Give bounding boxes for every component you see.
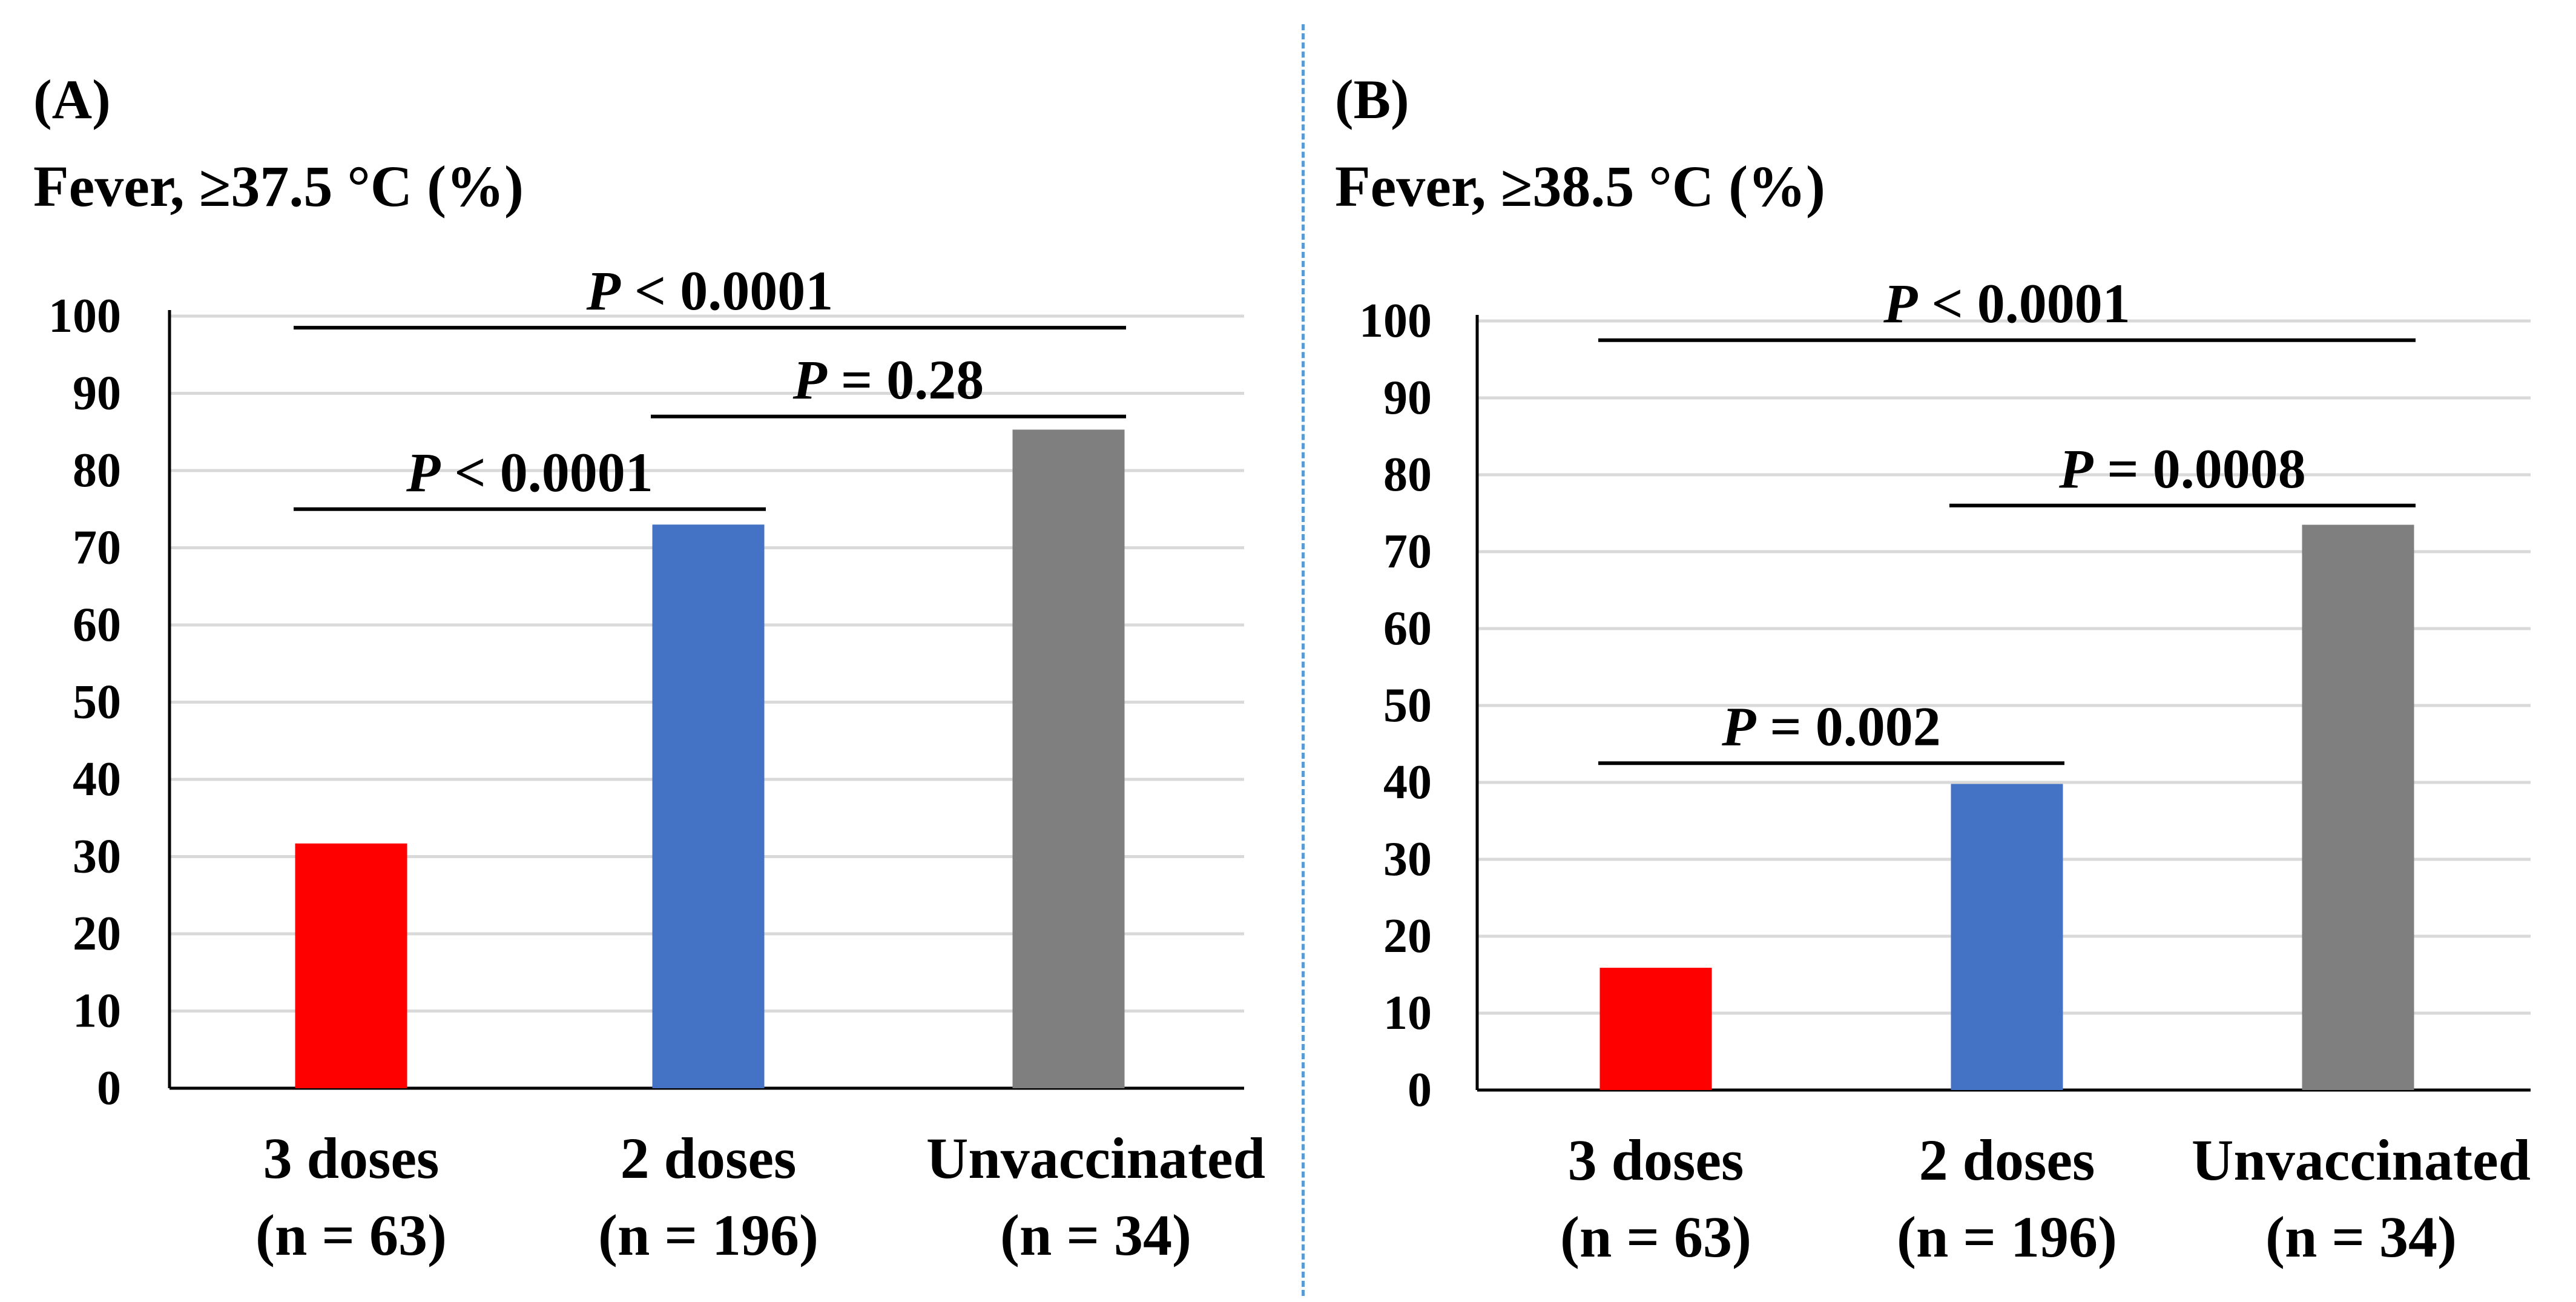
p-value-label: P = 0.002 [1721,695,1941,757]
x-category-n-label: (n = 63) [255,1203,447,1267]
chart-panel-a: (A) Fever, ≥37.5 °C (%) 0 10 20 30 40 50 60 70 80 9… [33,68,1265,1267]
panel-label: (A) [33,68,111,130]
x-category-label: Unvaccinated [926,1126,1265,1191]
y-tick-label: 20 [1383,910,1432,963]
y-tick-label: 10 [1383,986,1432,1040]
y-tick-label: 20 [73,907,121,960]
y-tick-label: 80 [73,444,121,497]
y-tick-label: 90 [1383,371,1432,425]
p-value-label: P = 0.28 [792,349,984,411]
y-tick-label: 90 [73,367,121,420]
y-tick-label: 100 [1359,294,1432,348]
chart-panel-b: (B) Fever, ≥38.5 °C (%) 0 10 20 30 40 50 60 70 80 9… [1335,68,2531,1269]
p-value-label: P = 0.0008 [2058,438,2306,500]
p-value-label: P < 0.0001 [406,441,653,503]
y-tick-label: 100 [48,289,121,343]
x-category-label: 2 doses [1919,1128,2095,1192]
y-tick-label: 80 [1383,448,1432,501]
bar-2-doses [652,524,765,1088]
x-category-n-label: (n = 63) [1560,1205,1751,1269]
p-value-label: P < 0.0001 [586,260,834,322]
x-category-n-label: (n = 34) [1000,1203,1191,1267]
p-value-label: P < 0.0001 [1883,273,2130,334]
bar-3-doses [1599,968,1712,1090]
y-tick-label: 60 [1383,602,1432,655]
y-tick-label: 50 [1383,679,1432,732]
bar-3-doses [295,843,407,1088]
x-category-n-label: (n = 196) [1897,1205,2117,1269]
chart-title: Fever, ≥37.5 °C (%) [33,154,524,219]
y-tick-label: 60 [73,598,121,652]
y-tick-label: 40 [73,753,121,806]
x-category-n-label: (n = 196) [598,1203,819,1267]
x-category-label: 2 doses [621,1126,797,1191]
x-category-label: 3 doses [263,1126,440,1191]
x-category-label: 3 doses [1568,1128,1744,1192]
y-tick-label: 70 [73,521,121,575]
panel-label: (B) [1335,68,1409,130]
y-tick-label: 40 [1383,756,1432,809]
panel-divider [1302,24,1305,1296]
y-tick-label: 10 [73,985,121,1038]
x-category-label: Unvaccinated [2192,1128,2531,1192]
bar-unvaccinated [2302,524,2414,1090]
y-tick-label: 30 [73,830,121,884]
x-category-n-label: (n = 34) [2265,1205,2457,1269]
bar-unvaccinated [1012,429,1125,1088]
y-tick-label: 70 [1383,525,1432,578]
y-tick-label: 0 [97,1062,121,1115]
y-tick-label: 0 [1408,1063,1432,1117]
bar-2-doses [1951,784,2063,1090]
chart-title: Fever, ≥38.5 °C (%) [1335,154,1825,219]
y-tick-label: 50 [73,676,121,729]
y-tick-label: 30 [1383,833,1432,886]
